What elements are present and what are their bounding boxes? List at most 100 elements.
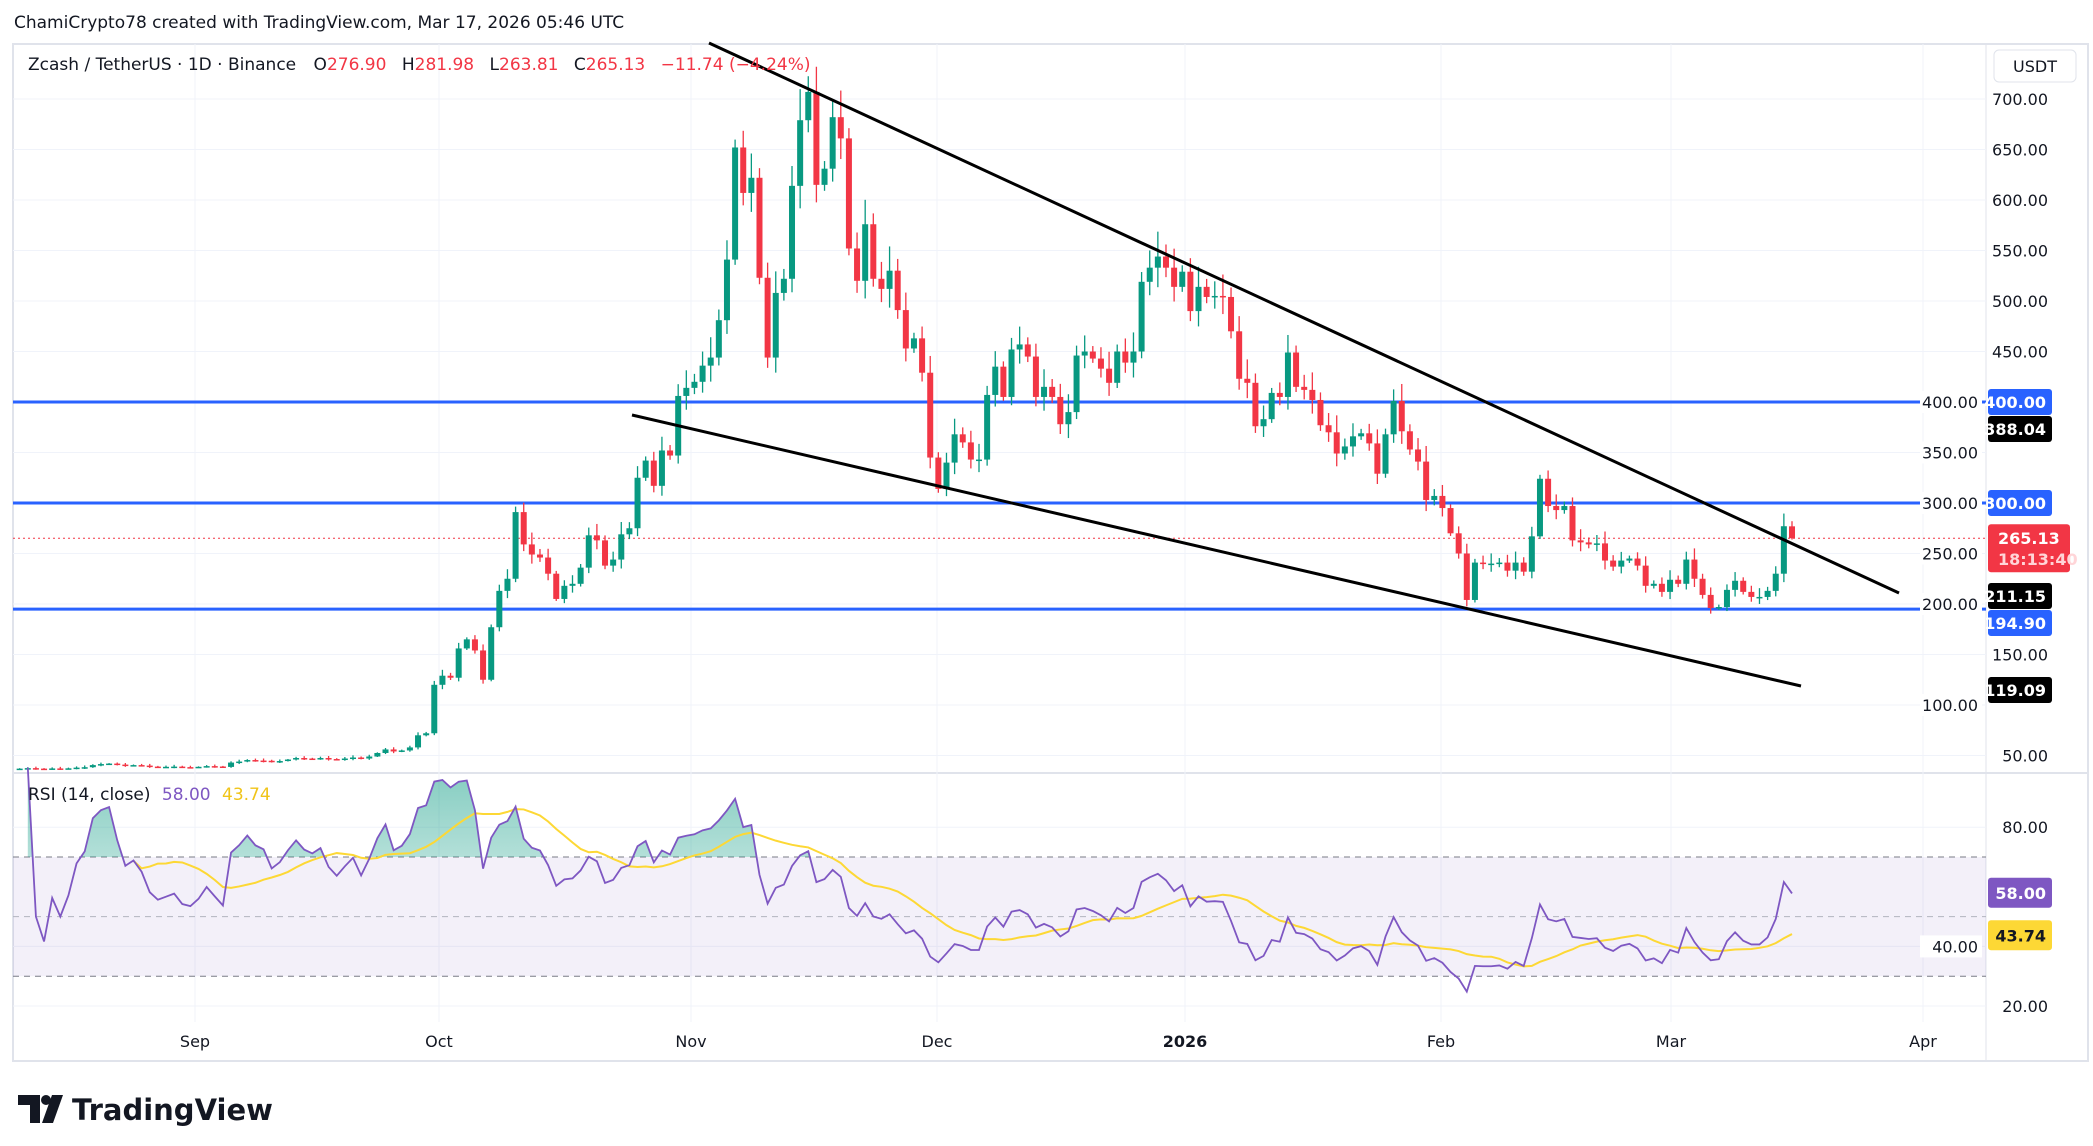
candle (1732, 572, 1739, 597)
candle (1390, 389, 1397, 443)
change-value: −11.74 (−4.24%) (661, 55, 811, 75)
lower-trendline[interactable] (631, 413, 1802, 688)
candle (1561, 501, 1568, 514)
trendline-tag-bg (1988, 583, 2052, 609)
price-tick-label: 300.00 (1920, 492, 1982, 514)
candle (406, 745, 413, 752)
candle (683, 370, 690, 410)
candle (244, 759, 251, 763)
candle-body (1415, 449, 1422, 462)
candle-body (1569, 506, 1576, 541)
candle-body (1154, 256, 1161, 268)
candle (650, 451, 657, 493)
candle-body (1122, 351, 1129, 363)
attribution-text: ChamiCrypto78 created with TradingView.c… (14, 13, 624, 33)
candle (1545, 470, 1552, 513)
rsi-tick-label: 20.00 (2002, 997, 2048, 1016)
candle (447, 672, 454, 680)
candle (89, 764, 96, 768)
high-label: H (402, 55, 415, 75)
candle (1162, 244, 1169, 278)
candle (1715, 604, 1722, 610)
candle-body (1772, 573, 1779, 591)
candle (97, 762, 104, 767)
candle (1032, 343, 1039, 407)
candle (1585, 537, 1592, 549)
candle (41, 768, 48, 771)
price-tick-label: 550.00 (1992, 242, 2048, 261)
candle-body (1089, 351, 1096, 359)
candle-body (878, 278, 885, 289)
candle (1650, 580, 1657, 589)
candle-body (146, 765, 153, 768)
rsi-tick-label: 80.00 (2002, 818, 2048, 837)
candle-body (179, 766, 186, 769)
candle (268, 759, 275, 763)
candle (780, 268, 787, 301)
candle (1252, 373, 1259, 433)
candle-body (658, 450, 665, 486)
candle-body (976, 459, 982, 462)
candle-body (41, 768, 48, 771)
candle (341, 757, 348, 761)
candle (910, 332, 917, 353)
candle-body (1561, 506, 1568, 511)
rsi-legend-label: RSI (14, close) (28, 785, 151, 805)
symbol-legend[interactable]: Zcash / TetherUS · 1D · Binance O276.90 … (28, 55, 811, 75)
candle (1577, 529, 1584, 552)
logo-slash-icon (42, 1095, 63, 1123)
candle-body (1276, 392, 1283, 397)
level-tag-bg (1988, 389, 2052, 415)
candle-body (1406, 431, 1413, 450)
candle-body (1374, 443, 1381, 474)
candle (1455, 526, 1462, 559)
price-tick-label: 450.00 (1992, 343, 2048, 362)
candle (870, 213, 877, 287)
trendline-tag-text: 388.04 (1984, 420, 2046, 439)
symbol-title: Zcash / TetherUS · 1D · Binance (28, 55, 296, 75)
candle-body (886, 270, 893, 289)
candle (1447, 504, 1454, 536)
currency-button[interactable]: USDT (1993, 49, 2077, 83)
candle (301, 756, 308, 760)
trendlines[interactable] (631, 41, 1900, 688)
candle (1146, 250, 1153, 296)
candle-body (756, 177, 763, 278)
rsi-legend[interactable]: RSI (14, close) 58.00 43.74 (28, 785, 271, 805)
candle-body (496, 590, 503, 628)
candle-body (1268, 392, 1275, 420)
candle-body (504, 578, 511, 591)
candle-body (837, 117, 844, 139)
candle-body (585, 535, 592, 568)
rsi-ma-tag: 43.74 (1988, 920, 2052, 951)
candle-body (1577, 540, 1584, 543)
candle (667, 445, 674, 460)
candle (471, 635, 478, 654)
candle-body (415, 735, 422, 748)
candle (553, 570, 560, 601)
candle-body (1715, 607, 1722, 609)
candle (1211, 281, 1218, 309)
candle-body (219, 766, 226, 769)
candle-body (545, 557, 552, 574)
tradingview-logo[interactable]: TradingView (18, 1093, 273, 1127)
level-tag: 300.00 (1984, 490, 2052, 516)
candle-body (447, 675, 454, 678)
candle-body (439, 675, 446, 685)
upper-trendline[interactable] (708, 41, 1900, 595)
candle (1008, 337, 1015, 406)
candle (813, 66, 820, 203)
candle-body (602, 540, 609, 566)
candle-body (1138, 281, 1145, 352)
candle (154, 765, 161, 769)
candle (219, 765, 226, 769)
candle-body (349, 757, 356, 760)
candle (1081, 335, 1088, 369)
candle (1284, 334, 1291, 410)
candle (569, 575, 576, 593)
candle-body (1723, 589, 1730, 608)
candle (821, 161, 828, 191)
candle (1626, 555, 1633, 563)
candle-body (1439, 495, 1446, 509)
